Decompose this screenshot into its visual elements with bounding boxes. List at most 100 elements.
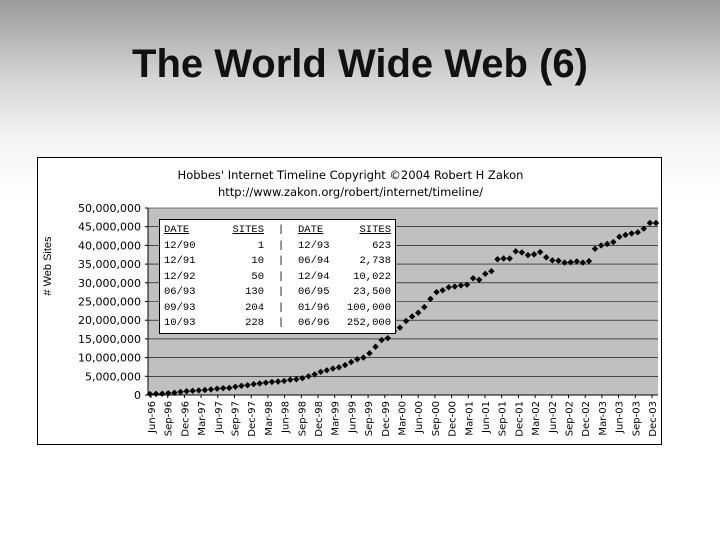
table-header-row: DATE SITES | DATE SITES [164,223,391,239]
data-point [585,257,593,265]
data-point [561,259,568,266]
table-cell-sites2: 23,500 [353,286,391,298]
x-tick-label: Mar-01 [464,401,475,436]
table-header-sep: | [277,224,285,236]
table-row: 12/92 50 | 12/94 10,022 [164,270,391,286]
data-point [274,378,282,385]
data-point [244,381,251,389]
x-tick-label: Jun-03 [615,401,626,434]
data-point [518,249,526,256]
table-cell-sites: 228 [245,317,264,329]
data-point [256,380,263,387]
table-row: 12/90 1 | 12/93 623 [164,239,391,255]
table-cell-sites: 204 [245,301,264,314]
table-cell-sites2: 10,022 [353,270,391,283]
data-point [469,275,477,282]
table-cell-sep: | [277,301,285,314]
x-tick-label: Jun-00 [414,401,425,434]
table-cell-date2: 01/96 [298,301,330,314]
data-point [451,283,459,290]
data-point [402,317,410,325]
table-cell-date2: 12/93 [298,239,330,252]
data-point [616,233,623,240]
data-point [360,354,367,361]
data-point [476,276,483,284]
data-point [500,255,507,262]
data-point [323,367,330,374]
y-tick-label: 35,000,000 [78,258,141,271]
data-point [311,371,318,378]
x-tick-label: Sep-02 [565,401,576,436]
data-point [335,364,343,371]
table-cell-date2: 06/95 [298,286,330,298]
data-point [287,376,294,384]
data-point [536,248,544,256]
data-point [488,268,495,275]
table-row: 12/91 10 | 06/94 2,738 [164,254,391,270]
table-header-date: DATE [164,224,190,236]
data-point [549,257,556,264]
data-point [384,334,391,342]
y-tick-label: 5,000,000 [85,370,141,383]
data-point [433,288,440,296]
table-cell-date: 12/91 [164,255,196,267]
x-tick-label: Dec-98 [314,401,325,437]
data-point [640,225,648,232]
x-tick-label: Sep-96 [164,401,175,436]
y-tick-label: 50,000,000 [78,202,141,215]
x-tick-label: Dec-96 [180,401,191,437]
data-point [213,385,221,392]
data-point [506,255,513,262]
data-point [530,251,538,258]
data-point [622,231,629,239]
table-cell-sites: 50 [251,270,264,283]
data-point [293,376,300,383]
x-tick-label: Sep-00 [431,401,442,436]
x-tick-label: Jun-97 [214,401,225,434]
data-point [201,386,209,394]
data-point [494,256,501,263]
table-cell-date: 12/92 [164,270,196,283]
data-point [646,219,654,227]
x-tick-label: Mar-97 [197,401,208,436]
data-point [171,389,178,396]
table-cell-sites: 130 [245,286,264,298]
data-table: DATE SITES | DATE SITES 12/90 1 | 12/93 623 1… [159,219,396,334]
y-tick-label: 15,000,000 [78,333,141,346]
table-header-sites2: SITES [359,224,391,236]
data-point [207,386,215,393]
data-point [604,240,611,248]
table-cell-sites2: 100,000 [346,301,391,314]
table-row: 10/93 228 | 06/96 252,000 [164,316,391,332]
x-tick-label: Mar-99 [331,401,342,436]
data-point [463,281,471,288]
table-cell-date: 09/93 [164,301,196,314]
data-point [427,295,434,303]
data-point [408,313,416,320]
table-cell-date2: 06/94 [298,255,330,267]
table-cell-sep: | [277,239,285,252]
data-point [652,219,660,227]
data-point [634,229,641,236]
data-point [628,230,635,237]
data-point [610,238,617,246]
data-point [165,390,172,397]
x-tick-label: Mar-98 [264,401,275,436]
data-point [317,368,324,376]
x-tick-label: Sep-97 [231,401,242,436]
table-cell-sites2: 2,738 [359,255,391,267]
chart-subtitle: http://www.zakon.org/robert/internet/tim… [217,185,484,199]
x-tick-label: Dec-02 [581,401,592,437]
x-tick-label: Dec-99 [381,401,392,437]
data-point [573,258,580,265]
data-point [238,382,245,390]
data-point [579,259,587,266]
data-table-grid: DATE SITES | DATE SITES 12/90 1 | 12/93 623 1… [164,223,391,332]
table-header-date2: DATE [298,224,324,236]
table-cell-date2: 12/94 [298,270,330,283]
data-point [189,387,196,394]
data-point [329,365,337,372]
y-tick-label: 0 [134,389,141,402]
data-point [591,245,599,252]
y-tick-label: 40,000,000 [78,239,141,252]
